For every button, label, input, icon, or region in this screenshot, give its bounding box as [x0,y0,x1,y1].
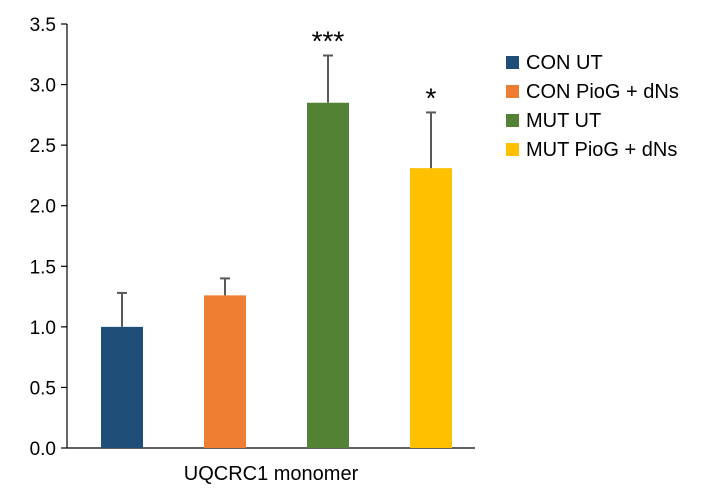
legend-swatch-4 [506,143,519,156]
significance-marker-4: * [426,82,437,113]
x-category-label: UQCRC1 monomer [184,463,359,485]
bar-4 [410,168,452,448]
bar-1 [101,326,143,448]
bars [101,102,452,448]
y-tick-label: 1.5 [30,257,56,278]
y-tick-label: 2.5 [30,136,56,157]
legend-swatch-3 [506,114,519,127]
legend-label-3: MUT UT [526,110,601,132]
y-tick-label: 3.0 [30,76,56,97]
legend-label-4: MUT PioG + dNs [526,139,677,161]
y-ticks: 0.0 0.5 1.0 1.5 2.0 2.5 3.0 3.5 [30,15,67,460]
legend: CON UT CON PioG + dNs MUT UT MUT PioG + dNs [506,52,679,161]
legend-label-1: CON UT [526,52,603,74]
y-tick-label: 3.5 [30,15,56,36]
significance-markers: **** [312,25,437,113]
bar-2 [204,295,246,448]
y-tick-label: 0.0 [30,439,56,460]
error-bars [117,54,436,327]
y-tick-label: 0.5 [30,378,56,399]
legend-swatch-1 [506,56,519,69]
y-tick-label: 2.0 [30,197,56,218]
legend-swatch-2 [506,85,519,98]
significance-marker-3: *** [312,25,345,56]
legend-label-2: CON PioG + dNs [526,81,679,103]
bar-3 [307,102,349,448]
y-tick-label: 1.0 [30,318,56,339]
